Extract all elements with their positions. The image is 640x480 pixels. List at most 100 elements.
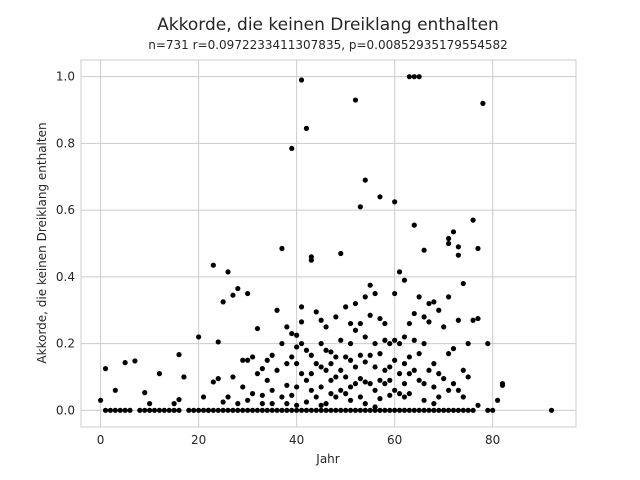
y-tick-label: 0.8 <box>56 136 75 150</box>
grid-lines <box>81 60 576 427</box>
data-point <box>357 394 363 400</box>
data-point <box>235 285 241 292</box>
data-point <box>460 394 466 400</box>
data-point <box>176 407 182 413</box>
data-point <box>436 371 442 377</box>
x-tick-label: 0 <box>97 433 105 447</box>
data-point <box>372 387 378 393</box>
data-point <box>445 407 452 413</box>
data-point <box>431 361 437 367</box>
data-point <box>352 97 359 103</box>
data-point <box>151 407 158 413</box>
data-point <box>401 334 408 340</box>
data-point <box>284 382 290 388</box>
x-tick-label: 80 <box>485 433 500 447</box>
data-point <box>382 381 388 387</box>
data-point <box>196 407 202 413</box>
data-point <box>392 337 398 343</box>
data-point <box>245 290 251 297</box>
x-tick-label: 20 <box>191 433 206 447</box>
data-point <box>328 391 334 397</box>
data-point <box>200 394 207 400</box>
data-point <box>431 407 437 413</box>
data-point <box>240 357 246 363</box>
data-point <box>166 407 172 413</box>
data-point <box>328 377 334 383</box>
data-point <box>455 252 461 258</box>
data-point <box>269 401 275 407</box>
data-point <box>480 100 486 106</box>
data-point <box>333 374 339 380</box>
data-point <box>294 402 300 408</box>
data-point <box>313 361 319 367</box>
plot-frame <box>80 59 577 428</box>
data-point <box>377 396 383 402</box>
data-point <box>465 340 471 347</box>
data-point <box>450 407 457 413</box>
data-point <box>323 401 329 407</box>
x-tick-labels: 0 20 40 60 80 <box>97 433 501 447</box>
data-point <box>132 358 138 364</box>
data-point <box>470 317 476 323</box>
data-point <box>318 317 324 323</box>
data-point <box>548 407 555 413</box>
data-point <box>318 402 324 408</box>
data-point <box>460 280 466 287</box>
data-point <box>426 367 432 373</box>
data-point <box>176 397 182 403</box>
data-point <box>294 407 300 413</box>
data-point <box>416 351 422 357</box>
data-point <box>220 399 226 405</box>
data-point <box>289 145 295 152</box>
data-point <box>303 347 310 353</box>
data-point <box>240 407 246 413</box>
data-point <box>494 397 501 403</box>
data-point <box>102 366 109 372</box>
data-point <box>269 407 275 413</box>
data-point <box>210 262 216 268</box>
data-point <box>382 407 388 413</box>
data-point <box>475 402 481 408</box>
data-point <box>377 194 383 200</box>
data-point <box>279 394 285 400</box>
data-point <box>421 247 427 253</box>
data-point <box>259 407 265 413</box>
data-point <box>215 407 221 413</box>
data-point <box>416 74 422 80</box>
data-point <box>269 387 275 393</box>
data-point <box>269 352 275 358</box>
y-tick-label: 0.0 <box>56 403 75 417</box>
data-point <box>485 340 491 347</box>
data-point <box>357 320 363 327</box>
data-point <box>431 384 437 390</box>
data-point <box>303 407 310 413</box>
data-point <box>401 407 408 413</box>
y-tick-labels: 0.0 0.2 0.4 0.6 0.8 1.0 <box>56 70 75 418</box>
data-point <box>328 349 334 355</box>
data-point <box>406 74 412 80</box>
data-point <box>235 401 241 407</box>
data-point <box>343 304 349 310</box>
data-point <box>122 407 128 413</box>
data-point <box>102 407 109 413</box>
data-point <box>142 390 148 396</box>
data-point <box>210 407 216 413</box>
data-point <box>421 381 427 387</box>
data-point <box>372 340 378 347</box>
data-point <box>362 401 368 407</box>
data-point <box>455 244 461 250</box>
data-point <box>421 340 427 347</box>
data-point <box>235 407 241 413</box>
data-point <box>328 407 334 413</box>
data-point <box>279 407 285 413</box>
data-point <box>401 394 408 400</box>
data-point <box>411 310 417 317</box>
data-point <box>367 312 373 318</box>
data-point <box>352 327 359 333</box>
data-point <box>426 407 432 413</box>
data-point <box>225 407 231 413</box>
data-point <box>362 359 368 365</box>
data-point <box>347 357 354 363</box>
data-point <box>411 337 417 343</box>
data-point <box>308 352 314 358</box>
